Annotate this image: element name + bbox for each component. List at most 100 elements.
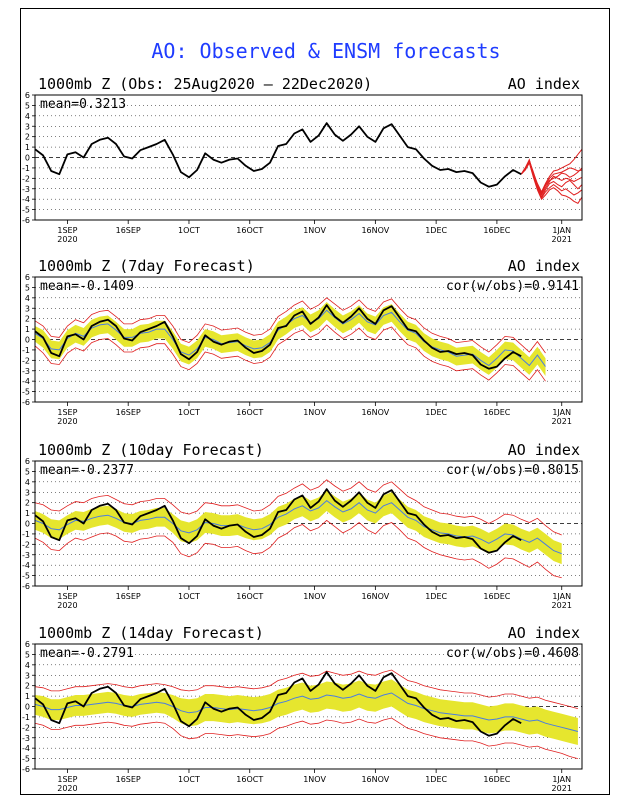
x-tick-label: 1OCT bbox=[178, 408, 200, 417]
y-tick-label: 1 bbox=[25, 509, 30, 518]
figure-border bbox=[20, 8, 610, 795]
x-tick-label: 1SEP bbox=[57, 226, 77, 235]
x-tick-label: 1JAN bbox=[552, 408, 571, 417]
x-tick-year: 2021 bbox=[552, 235, 572, 244]
plot-frame bbox=[34, 460, 583, 587]
stat-mean: mean=-0.1409 bbox=[40, 279, 134, 294]
x-tick-label: 1OCT bbox=[178, 226, 200, 235]
y-tick-label: 3 bbox=[25, 122, 30, 131]
x-tick-label: 16OCT bbox=[236, 592, 263, 601]
stat-mean: mean=0.3213 bbox=[40, 97, 126, 112]
x-tick-label: 16SEP bbox=[116, 775, 141, 784]
y-tick-label: -3 bbox=[22, 367, 30, 376]
plot-frame bbox=[34, 94, 583, 221]
y-tick-label: 0 bbox=[25, 154, 30, 163]
y-tick-label: 2 bbox=[25, 315, 30, 324]
panel-2: 1000mb Z (7day Forecast) AO index 65 43 21 0 -… bbox=[22, 257, 583, 426]
y-tick-label: -5 bbox=[22, 206, 30, 215]
y-tick-label: -1 bbox=[22, 164, 30, 173]
y-tick-label: 1 bbox=[25, 325, 30, 334]
x-tick-year: 2021 bbox=[552, 601, 572, 610]
ensemble-max-line bbox=[34, 297, 546, 354]
y-tick-label: 2 bbox=[25, 133, 30, 142]
y-tick-label: 5 bbox=[25, 650, 30, 659]
y-tick-label: -5 bbox=[22, 572, 30, 581]
y-tick-label: 0 bbox=[25, 520, 30, 529]
y-tick-label: 4 bbox=[25, 112, 30, 121]
y-tick-label: 4 bbox=[25, 294, 30, 303]
y-tick-label: 4 bbox=[25, 661, 30, 670]
y-tick-label: -3 bbox=[22, 185, 30, 194]
y-tick-label: -2 bbox=[22, 174, 30, 183]
observed-line bbox=[34, 122, 522, 188]
x-tick-label: 16OCT bbox=[236, 775, 263, 784]
observed-line bbox=[34, 488, 522, 554]
x-tick-year: 2021 bbox=[552, 417, 572, 426]
x-tick-label: 16OCT bbox=[236, 226, 263, 235]
x-tick-label: 1OCT bbox=[178, 775, 200, 784]
ensemble-member-line bbox=[520, 158, 583, 194]
y-tick-label: 5 bbox=[25, 283, 30, 292]
x-tick-year: 2020 bbox=[57, 235, 77, 244]
panel-title: 1000mb Z (7day Forecast) bbox=[38, 257, 255, 275]
stat-mean: mean=-0.2791 bbox=[40, 646, 134, 661]
y-tick-label: -2 bbox=[22, 540, 30, 549]
y-tick-label: 3 bbox=[25, 488, 30, 497]
x-tick-label: 1DEC bbox=[425, 408, 447, 417]
ensemble-min-line bbox=[34, 519, 562, 579]
x-tick-label: 16NOV bbox=[361, 775, 389, 784]
y-tick-label: -4 bbox=[22, 195, 30, 204]
y-tick-label: 3 bbox=[25, 304, 30, 313]
panel-4: 1000mb Z (14day Forecast) AO index 65 43 21 0… bbox=[22, 624, 583, 793]
x-tick-label: 16NOV bbox=[361, 408, 389, 417]
y-tick-label: -6 bbox=[22, 582, 30, 591]
panel-3: 1000mb Z (10day Forecast) AO index 65 43 21 0… bbox=[22, 441, 583, 610]
x-tick-label: 16DEC bbox=[483, 408, 510, 417]
x-tick-label: 1DEC bbox=[425, 226, 447, 235]
y-tick-label: -5 bbox=[22, 388, 30, 397]
ensemble-spread-band bbox=[35, 490, 562, 565]
stat-correlation: cor(w/obs)=0.8015 bbox=[446, 463, 579, 478]
x-tick-year: 2020 bbox=[57, 784, 77, 793]
x-tick-label: 1JAN bbox=[552, 775, 571, 784]
y-tick-label: 0 bbox=[25, 336, 30, 345]
panel-right-label: AO index bbox=[508, 441, 580, 459]
x-tick-label: 1SEP bbox=[57, 408, 77, 417]
y-tick-label: 6 bbox=[25, 457, 30, 466]
y-tick-label: -6 bbox=[22, 765, 30, 774]
x-tick-label: 1SEP bbox=[57, 775, 77, 784]
ensemble-spread-band bbox=[35, 302, 546, 376]
y-tick-label: -6 bbox=[22, 216, 30, 225]
y-tick-label: 6 bbox=[25, 273, 30, 282]
stat-correlation: cor(w/obs)=0.4608 bbox=[446, 646, 579, 661]
x-tick-label: 16DEC bbox=[483, 775, 510, 784]
y-tick-label: 1 bbox=[25, 692, 30, 701]
y-tick-label: -4 bbox=[22, 744, 30, 753]
y-tick-label: -3 bbox=[22, 734, 30, 743]
x-tick-label: 1SEP bbox=[57, 592, 77, 601]
x-tick-label: 16DEC bbox=[483, 592, 510, 601]
ensemble-min-line bbox=[34, 717, 579, 759]
x-tick-label: 16SEP bbox=[116, 592, 141, 601]
ensemble-min-line bbox=[34, 324, 546, 382]
y-tick-label: -4 bbox=[22, 377, 30, 386]
x-tick-label: 1DEC bbox=[425, 775, 447, 784]
y-tick-label: 3 bbox=[25, 671, 30, 680]
y-tick-label: 2 bbox=[25, 682, 30, 691]
y-tick-label: -4 bbox=[22, 561, 30, 570]
observed-line bbox=[34, 304, 522, 370]
x-tick-year: 2020 bbox=[57, 601, 77, 610]
panel-title: 1000mb Z (14day Forecast) bbox=[38, 624, 264, 642]
y-tick-label: -5 bbox=[22, 755, 30, 764]
x-tick-label: 1NOV bbox=[303, 226, 326, 235]
panel-right-label: AO index bbox=[508, 257, 580, 275]
x-tick-label: 1NOV bbox=[303, 592, 326, 601]
ensemble-max-line bbox=[34, 669, 579, 709]
x-tick-label: 1NOV bbox=[303, 408, 326, 417]
x-tick-year: 2021 bbox=[552, 784, 572, 793]
y-tick-label: 4 bbox=[25, 478, 30, 487]
x-tick-label: 16OCT bbox=[236, 408, 263, 417]
stat-correlation: cor(w/obs)=0.9141 bbox=[446, 279, 579, 294]
y-tick-label: -2 bbox=[22, 723, 30, 732]
y-tick-label: 5 bbox=[25, 467, 30, 476]
